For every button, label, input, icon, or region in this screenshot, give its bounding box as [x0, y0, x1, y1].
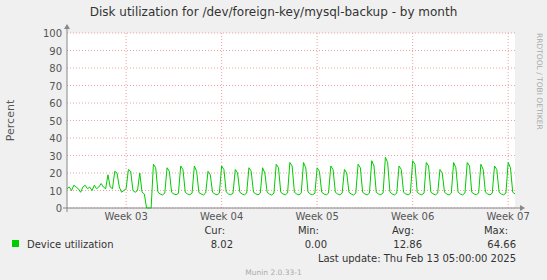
stat-value: 0.00	[305, 239, 327, 250]
y-grid-line	[67, 68, 515, 69]
stat-value: 8.02	[211, 239, 233, 250]
watermark: RRDTOOL / TOBI OETIKER	[535, 33, 544, 130]
y-tick-label: 10	[49, 186, 62, 197]
y-grid-line	[67, 120, 515, 121]
y-grid-line	[67, 85, 515, 86]
legend-label: Device utilization	[27, 239, 114, 250]
stat-header: Min:	[298, 225, 319, 236]
x-tick-label: Week 06	[391, 211, 434, 222]
y-grid-line	[67, 155, 515, 156]
stat-value: 12.86	[393, 239, 422, 250]
stat-value: 64.66	[487, 239, 516, 250]
y-tick-label: 0	[56, 203, 62, 214]
y-axis-arrow	[64, 24, 70, 29]
y-tick-label: 40	[49, 133, 62, 144]
x-grid-line	[221, 33, 222, 208]
x-grid-line	[412, 33, 413, 208]
y-tick-label: 20	[49, 168, 62, 179]
stat-header: Avg:	[392, 225, 414, 236]
stat-header: Cur:	[204, 225, 225, 236]
y-grid-line	[67, 173, 515, 174]
y-tick-label: 30	[49, 151, 62, 162]
plot-group	[67, 157, 515, 208]
plot-area	[67, 33, 515, 208]
y-tick-label: 90	[49, 46, 62, 57]
background	[0, 0, 547, 280]
stat-header: Max:	[484, 225, 508, 236]
y-tick-label: 80	[49, 63, 62, 74]
y-axis-label: Percent	[4, 99, 17, 141]
x-axis-arrow	[520, 205, 525, 211]
y-tick-label: 60	[49, 98, 62, 109]
y-axis	[67, 28, 68, 212]
x-tick-label: Week 05	[295, 211, 338, 222]
y-tick-label: 70	[49, 81, 62, 92]
x-tick-label: Week 04	[200, 211, 243, 222]
footer: Munin 2.0.33-1	[245, 268, 302, 277]
x-tick-label: Week 07	[487, 211, 530, 222]
y-grid-line	[67, 138, 515, 139]
y-tick-label: 50	[49, 116, 62, 127]
x-grid-line	[317, 33, 318, 208]
series-line	[67, 157, 515, 208]
chart: Disk utilization for /dev/foreign-key/my…	[0, 0, 547, 280]
y-grid-line	[67, 50, 515, 51]
x-tick-label: Week 03	[104, 211, 147, 222]
last-update: Last update: Thu Feb 13 05:00:00 2025	[318, 253, 516, 264]
x-axis	[63, 208, 521, 209]
y-grid-line	[67, 103, 515, 104]
y-tick-label: 100	[43, 28, 62, 39]
title: Disk utilization for /dev/foreign-key/my…	[90, 5, 458, 19]
legend-swatch	[12, 240, 19, 247]
x-grid-line	[508, 33, 509, 208]
y-grid-line	[67, 33, 515, 34]
